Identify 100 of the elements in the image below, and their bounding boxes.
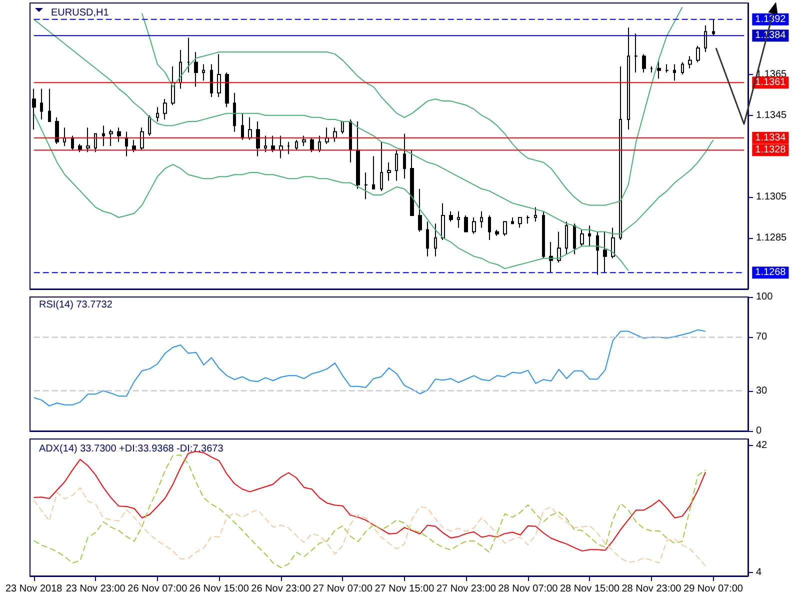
candlestick xyxy=(395,150,398,182)
text: EURUSD,H1 xyxy=(51,8,110,18)
candlestick xyxy=(380,141,383,192)
candlestick xyxy=(156,106,159,122)
candlestick xyxy=(464,214,468,232)
candlestick xyxy=(71,135,74,151)
x-tick-label: 28 Nov 07:00 xyxy=(498,584,558,594)
candlestick xyxy=(302,135,306,146)
candlestick xyxy=(665,64,669,73)
candlestick xyxy=(627,27,630,130)
candlestick xyxy=(634,33,638,73)
x-tick-label: 28 Nov 15:00 xyxy=(560,584,620,594)
candlestick xyxy=(264,135,267,153)
candlestick xyxy=(287,141,290,155)
candlestick xyxy=(495,229,499,236)
candlestick xyxy=(511,217,514,224)
candlestick xyxy=(318,135,321,153)
candlestick xyxy=(488,214,491,240)
candlestick xyxy=(171,66,175,106)
candlestick xyxy=(233,92,236,132)
line-series xyxy=(33,487,706,566)
candlestick xyxy=(573,223,576,255)
y-tick-label: 1.1285 xyxy=(756,232,788,244)
candlestick xyxy=(256,120,260,157)
line-series xyxy=(33,454,706,568)
candlestick xyxy=(611,227,615,259)
candlestick xyxy=(349,118,352,163)
candlestick xyxy=(55,116,59,144)
candlestick xyxy=(117,127,121,142)
candlestick xyxy=(712,18,715,36)
y-tick-label: 70 xyxy=(756,332,768,343)
candlestick xyxy=(596,231,599,276)
candlestick xyxy=(565,221,568,255)
x-tick-label: 26 Nov 23:00 xyxy=(251,584,312,594)
x-tick-label: 27 Nov 15:00 xyxy=(374,584,435,594)
candlestick xyxy=(63,127,66,146)
candlestick xyxy=(372,156,375,190)
candlestick xyxy=(534,206,537,222)
candlestick xyxy=(241,112,244,140)
candlestick xyxy=(179,49,182,90)
candlestick xyxy=(518,217,522,228)
candlestick xyxy=(403,133,406,180)
x-tick-label: 23 Nov 2018 xyxy=(6,584,63,594)
x-tick-label: 28 Nov 23:00 xyxy=(622,584,682,594)
candlestick xyxy=(356,120,360,190)
candlestick xyxy=(441,202,445,240)
candlestick xyxy=(40,88,43,120)
candlestick xyxy=(109,129,113,146)
candlestick xyxy=(102,125,105,146)
candlestick xyxy=(688,56,692,69)
ref-line-label: 1.1328 xyxy=(755,144,786,156)
line-series xyxy=(33,18,714,234)
candlestick xyxy=(480,210,483,228)
candlestick xyxy=(210,64,213,98)
candlestick xyxy=(333,127,337,142)
candlestick xyxy=(704,24,707,53)
candlestick xyxy=(387,162,391,182)
x-tick-label: 27 Nov 07:00 xyxy=(312,584,373,594)
text: ADX(14) 33.7300 +DI:33.9368 -DI:7.3673 xyxy=(39,444,224,454)
candlestick xyxy=(642,54,646,73)
y-tick-label: 0 xyxy=(756,426,762,436)
candlestick xyxy=(588,225,591,247)
candlestick xyxy=(557,231,561,263)
y-tick-label: 30 xyxy=(756,385,768,396)
candlestick xyxy=(549,242,553,274)
x-tick-label: 26 Nov 15:00 xyxy=(189,584,250,594)
candlestick xyxy=(202,64,205,82)
candlestick xyxy=(410,150,414,216)
candlestick xyxy=(449,210,453,222)
candlestick xyxy=(325,127,329,144)
line-series xyxy=(141,6,683,206)
candlestick xyxy=(295,139,298,151)
candlestick xyxy=(457,210,460,228)
candlestick xyxy=(140,127,144,151)
y-tick-label: 1.1305 xyxy=(756,192,788,203)
candlestick xyxy=(48,88,51,122)
candlestick xyxy=(681,62,684,75)
candlestick xyxy=(187,37,190,73)
line-series xyxy=(33,112,629,272)
candlestick xyxy=(673,64,676,82)
candlestick xyxy=(310,137,314,153)
x-tick-label: 26 Nov 07:00 xyxy=(128,584,188,594)
candlestick xyxy=(248,116,252,140)
candlestick xyxy=(125,131,128,157)
chart-title: RSI(14) 73.7732 xyxy=(39,300,113,310)
candlestick xyxy=(696,45,700,63)
candlestick xyxy=(542,210,545,259)
candlestick xyxy=(426,221,429,257)
candlestick xyxy=(271,135,275,153)
candlestick xyxy=(603,231,607,274)
candlestick xyxy=(32,88,36,130)
candlestick xyxy=(472,217,476,234)
candlestick xyxy=(503,221,507,236)
candlestick xyxy=(580,229,584,247)
candlestick xyxy=(526,214,530,224)
candlestick xyxy=(163,98,167,120)
candlestick xyxy=(650,66,653,73)
y-tick-label: 100 xyxy=(756,292,774,302)
candlestick xyxy=(86,127,90,153)
candlestick xyxy=(194,52,198,88)
